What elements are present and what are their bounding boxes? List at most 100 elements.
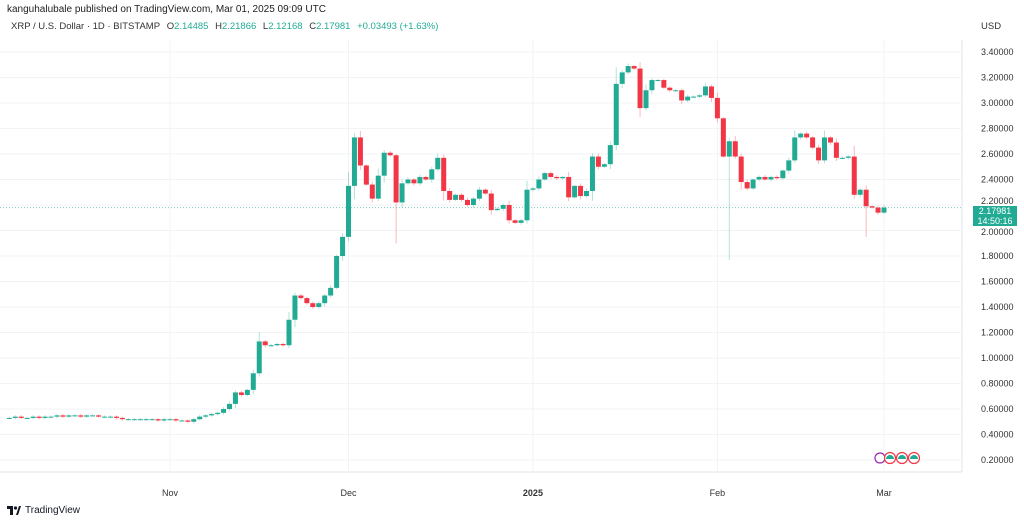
candle-up bbox=[232, 392, 238, 404]
candle-down bbox=[304, 298, 310, 304]
candle-up bbox=[322, 295, 328, 304]
candle-up bbox=[619, 72, 625, 84]
candle-up bbox=[750, 179, 756, 189]
candle-down bbox=[732, 141, 738, 157]
candle-up bbox=[221, 409, 227, 413]
candle-down bbox=[155, 419, 161, 421]
tradingview-footer[interactable]: TradingView bbox=[7, 505, 80, 516]
candle-up bbox=[179, 420, 185, 422]
candle-up bbox=[822, 137, 827, 161]
high-value: 2.21866 bbox=[221, 21, 257, 32]
candle-up bbox=[90, 415, 96, 417]
candle-up bbox=[476, 189, 482, 199]
candle-up bbox=[560, 176, 566, 179]
candle-down bbox=[18, 416, 24, 418]
candle-down bbox=[738, 156, 744, 183]
candle-up bbox=[102, 416, 108, 418]
candle-up bbox=[625, 66, 631, 73]
price-tick-label: 1.20000 bbox=[981, 328, 1014, 338]
high-label: H bbox=[215, 21, 222, 32]
candle-up bbox=[792, 137, 798, 161]
candle-down bbox=[173, 419, 179, 421]
candle-down bbox=[554, 176, 560, 179]
candle-down bbox=[459, 194, 465, 200]
candle-up bbox=[334, 256, 340, 288]
candle-down bbox=[720, 118, 726, 157]
candle-up bbox=[143, 419, 149, 421]
candle-down bbox=[548, 173, 554, 177]
candle-up bbox=[494, 208, 500, 211]
candle-up bbox=[256, 341, 262, 374]
candle-down bbox=[578, 185, 584, 197]
tradingview-logo-icon bbox=[7, 506, 21, 515]
time-tick-label: Feb bbox=[710, 488, 726, 498]
candle-up bbox=[780, 170, 786, 179]
candle-down bbox=[280, 343, 286, 346]
candle-down bbox=[36, 416, 42, 418]
price-tick-label: 0.80000 bbox=[981, 379, 1014, 389]
candle-down bbox=[816, 147, 822, 161]
candle-up bbox=[137, 419, 143, 421]
candle-down bbox=[411, 179, 417, 184]
candle-up bbox=[6, 417, 12, 419]
candle-down bbox=[714, 97, 720, 119]
candle-up bbox=[108, 416, 113, 418]
candle-up bbox=[375, 175, 381, 199]
last-price-label: 2.17981 14:50:16 bbox=[973, 206, 1017, 226]
candle-up bbox=[244, 389, 250, 395]
symbol-title[interactable]: XRP / U.S. Dollar · 1D · BITSTAMP bbox=[11, 21, 161, 32]
candle-down bbox=[566, 176, 572, 198]
candle-up bbox=[435, 157, 441, 170]
price-tick-label: 2.00000 bbox=[981, 227, 1014, 237]
publish-info: kanguhalubale published on TradingView.c… bbox=[7, 4, 326, 15]
time-tick-label: Dec bbox=[340, 488, 357, 498]
price-tick-label: 2.60000 bbox=[981, 149, 1014, 159]
candle-up bbox=[857, 189, 863, 195]
candle-up bbox=[66, 415, 72, 417]
candle-down bbox=[774, 176, 780, 179]
candle-down bbox=[667, 87, 673, 91]
candle-down bbox=[869, 206, 875, 208]
candle-up bbox=[703, 86, 708, 96]
candle-down bbox=[119, 417, 125, 420]
candle-down bbox=[875, 207, 881, 213]
price-tick-label: 0.60000 bbox=[981, 404, 1014, 414]
candle-up bbox=[649, 80, 655, 91]
low-value: 2.12168 bbox=[268, 21, 303, 32]
candle-down bbox=[465, 199, 470, 205]
candle-up bbox=[149, 419, 155, 421]
candle-up bbox=[542, 173, 548, 180]
price-tick-label: 1.60000 bbox=[981, 277, 1014, 287]
candle-down bbox=[363, 165, 369, 185]
candle-up bbox=[786, 160, 792, 171]
candle-up bbox=[250, 373, 256, 390]
candle-up bbox=[655, 80, 661, 82]
candle-up bbox=[215, 412, 221, 415]
candle-down bbox=[393, 155, 399, 203]
candle-down bbox=[185, 420, 191, 422]
candle-down bbox=[679, 90, 685, 101]
last-price: 2.17981 bbox=[978, 206, 1012, 216]
price-tick-label: 2.40000 bbox=[981, 175, 1014, 185]
candle-down bbox=[833, 142, 839, 158]
candle-down bbox=[369, 184, 375, 199]
candle-down bbox=[298, 295, 304, 299]
candle-down bbox=[708, 86, 714, 98]
price-tick-label: 3.20000 bbox=[981, 73, 1014, 83]
candle-down bbox=[506, 205, 512, 221]
candle-up bbox=[209, 414, 215, 416]
price-tick-label: 2.80000 bbox=[981, 124, 1014, 134]
candle-down bbox=[661, 80, 667, 88]
candle-up bbox=[524, 189, 530, 221]
candle-up bbox=[197, 416, 203, 420]
candle-up bbox=[125, 419, 131, 421]
event-us-flag-icon-fill bbox=[910, 455, 918, 459]
candle-up bbox=[518, 220, 524, 223]
candle-down bbox=[488, 193, 494, 211]
candle-up bbox=[268, 345, 274, 347]
candle-down bbox=[595, 156, 601, 167]
currency-label: USD bbox=[981, 21, 1002, 32]
time-tick-label: Mar bbox=[876, 488, 892, 498]
candle-up bbox=[316, 303, 322, 307]
